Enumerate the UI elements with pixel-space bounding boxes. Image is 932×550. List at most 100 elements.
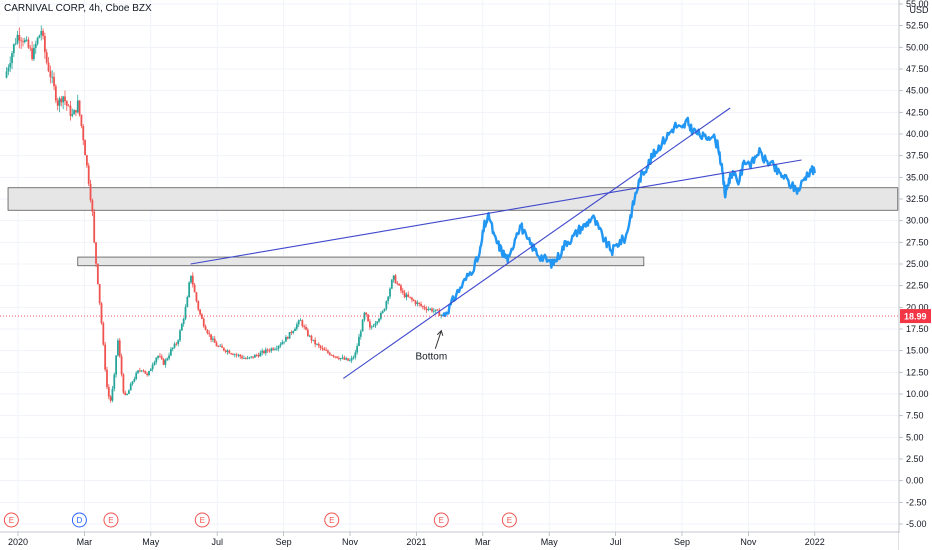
candle-body — [9, 63, 12, 68]
candle — [420, 301, 422, 308]
candle-body — [239, 354, 242, 357]
earnings-marker[interactable]: E — [3, 512, 19, 528]
candle — [96, 263, 99, 285]
candle-body — [374, 323, 377, 326]
candle-body — [425, 308, 428, 310]
trendline-1[interactable] — [190, 159, 802, 265]
candle-body — [95, 242, 97, 264]
candle-body — [336, 356, 338, 358]
time-axis[interactable]: 2020 Mar May Jul Sep Nov 2021 Mar May Jul Sep Nov 20… — [0, 531, 932, 550]
trendline-2[interactable] — [343, 107, 731, 379]
candle — [274, 347, 276, 351]
candle — [106, 366, 108, 390]
candle-body — [168, 355, 170, 359]
candle-body — [144, 370, 147, 374]
candle — [314, 337, 317, 348]
candle — [73, 109, 76, 115]
candle-body — [272, 348, 275, 350]
candle-body — [7, 67, 10, 72]
earnings-marker[interactable]: E — [194, 512, 210, 528]
candle — [45, 48, 48, 65]
candle — [42, 28, 44, 40]
candle-body — [107, 387, 110, 397]
candle — [301, 319, 304, 328]
candle-body — [111, 388, 114, 401]
candle-body — [204, 326, 207, 331]
candle-body — [16, 34, 19, 44]
candle — [310, 334, 313, 344]
candle-body — [312, 339, 315, 341]
candle — [376, 320, 379, 326]
candle-body — [76, 100, 79, 113]
candles — [5, 25, 444, 403]
candle — [33, 44, 35, 61]
candle-body — [301, 320, 304, 327]
candle-body — [285, 336, 287, 342]
candle-body — [177, 340, 180, 344]
candle-body — [56, 100, 59, 106]
price-axis[interactable]: -5.00 -2.50 0.00 2.50 5.00 7.50 10.00 12.50 15.0… — [898, 0, 932, 550]
candle — [328, 351, 331, 356]
candle-body — [169, 349, 172, 356]
candle-body — [159, 355, 161, 357]
candle-body — [274, 348, 276, 350]
dividend-marker[interactable]: D — [71, 512, 87, 528]
candle — [173, 341, 176, 349]
candle — [281, 339, 284, 345]
candle — [64, 90, 66, 106]
earnings-marker[interactable]: E — [501, 512, 517, 528]
candle-body — [96, 263, 99, 285]
time-tick-label: Jul — [211, 537, 223, 547]
candle-body — [157, 355, 160, 358]
candle-body — [148, 371, 150, 376]
candle-body — [100, 303, 103, 324]
earnings-marker-circle — [194, 512, 210, 528]
candle — [372, 323, 375, 328]
candle — [23, 37, 26, 44]
candle-body — [5, 71, 8, 78]
candle-body — [155, 357, 158, 363]
candle — [148, 370, 150, 377]
candle — [341, 354, 344, 360]
candle-body — [378, 318, 380, 322]
candle-body — [286, 336, 289, 339]
candle-body — [109, 396, 112, 401]
candle-body — [327, 350, 329, 353]
earnings-marker[interactable]: E — [433, 512, 449, 528]
candle — [431, 307, 433, 313]
candle-body — [173, 343, 176, 348]
candle — [297, 319, 300, 328]
candle-body — [394, 275, 397, 284]
candle — [135, 371, 138, 381]
candle — [38, 34, 41, 39]
candle — [133, 376, 136, 383]
candle — [323, 346, 326, 351]
candle-body — [290, 332, 293, 333]
candle — [374, 320, 377, 328]
candle-body — [186, 296, 189, 308]
support-zone-1 — [7, 187, 899, 211]
candle — [160, 354, 163, 360]
earnings-marker[interactable]: E — [324, 512, 340, 528]
candle-body — [140, 370, 143, 372]
candle — [292, 330, 295, 335]
candle — [51, 70, 54, 84]
candle-body — [219, 345, 222, 347]
candle — [312, 339, 315, 342]
candle — [356, 343, 359, 355]
candle-body — [230, 353, 233, 355]
candle-body — [195, 292, 198, 302]
candle-body — [343, 357, 346, 360]
candle — [140, 369, 143, 373]
candle-body — [64, 96, 66, 102]
candle — [29, 44, 32, 52]
candle — [243, 355, 245, 359]
candle-body — [389, 288, 391, 297]
candle — [259, 350, 262, 357]
earnings-marker[interactable]: E — [103, 512, 119, 528]
candle — [290, 330, 293, 335]
candle — [385, 300, 388, 311]
candle — [111, 386, 114, 403]
